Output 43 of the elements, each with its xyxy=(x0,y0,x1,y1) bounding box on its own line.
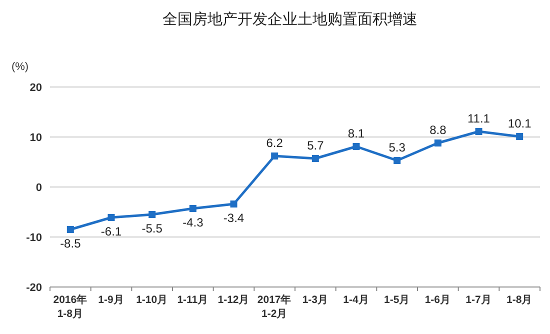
x-tick-label: 1-12月 xyxy=(218,294,250,306)
point xyxy=(434,140,442,146)
y-tick-label: -10 xyxy=(26,232,42,244)
data-label: 5.3 xyxy=(388,140,406,154)
data-label: -5.5 xyxy=(142,222,163,236)
y-tick-label: 10 xyxy=(30,132,42,144)
point xyxy=(475,128,482,135)
data-label: -3.4 xyxy=(223,211,244,225)
x-tick-label: 1-7月 xyxy=(466,294,492,306)
x-tick-label: 1-5月 xyxy=(384,294,410,306)
x-tick-label: 1-3月 xyxy=(302,294,329,306)
point xyxy=(394,157,401,164)
y-tick-label: 20 xyxy=(30,82,42,94)
x-tick-label: 1-9月 xyxy=(98,294,124,306)
point xyxy=(516,133,524,140)
data-label: 8.1 xyxy=(348,126,365,140)
data-label: -4.3 xyxy=(182,216,204,230)
data-label: 6.2 xyxy=(266,136,284,150)
chart-title: 全国房地产开发企业土地购置面积增速 xyxy=(162,11,418,28)
point xyxy=(230,200,238,208)
y-axis-title: (%) xyxy=(11,61,29,73)
data-label: -6.1 xyxy=(100,224,122,238)
point xyxy=(108,214,115,221)
x-tick-label: 1-11月 xyxy=(177,294,209,306)
point xyxy=(312,155,319,162)
data-label: 11.1 xyxy=(468,112,490,126)
data-label: 8.8 xyxy=(430,123,447,137)
data-label: 5.7 xyxy=(307,138,324,152)
data-label: 10.1 xyxy=(508,116,532,130)
point xyxy=(66,226,74,233)
y-tick-label: -20 xyxy=(26,282,42,294)
data-label: -8.5 xyxy=(60,236,82,250)
x-tick-label: 1-10月 xyxy=(136,294,168,306)
point xyxy=(352,143,360,150)
point xyxy=(189,205,196,212)
x-tick-label: 2017年 1-2月 xyxy=(257,293,292,320)
x-tick-label: 2016年 1-8月 xyxy=(53,293,88,320)
y-tick-label: 0 xyxy=(36,182,42,194)
x-tick-label: 1-8月 xyxy=(506,294,533,306)
x-tick-label: 1-4月 xyxy=(343,294,370,306)
point xyxy=(148,211,156,218)
x-tick-label: 1-6月 xyxy=(424,294,452,306)
point xyxy=(271,152,278,160)
